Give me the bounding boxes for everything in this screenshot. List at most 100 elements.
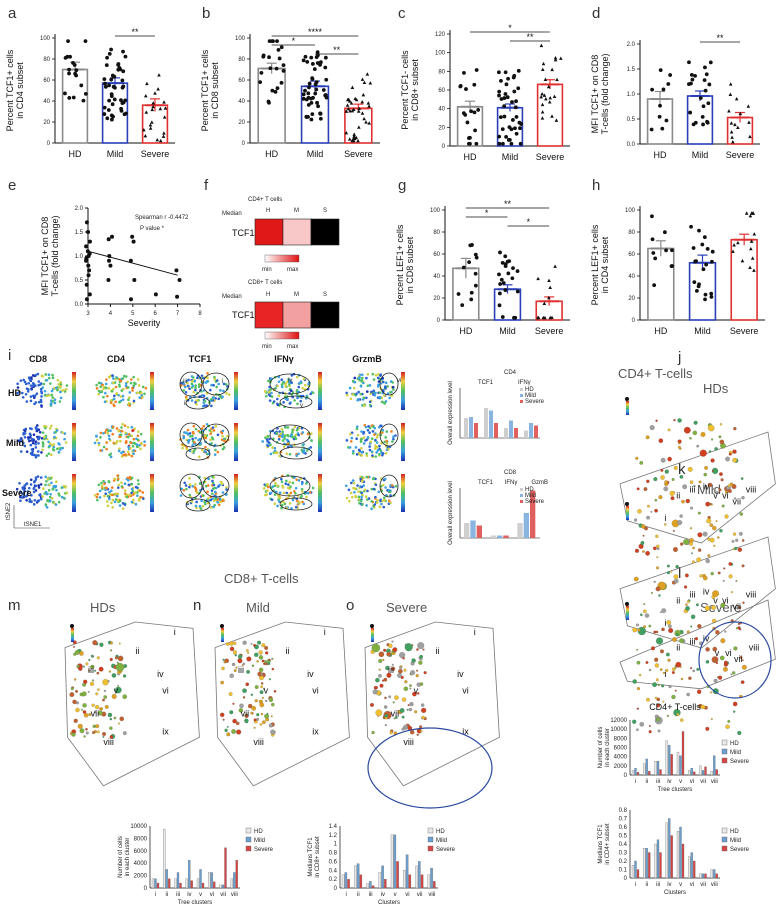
tsne-cell (64, 441, 68, 444)
d-point (708, 60, 713, 65)
tsne-cell (130, 482, 134, 486)
chart-lb-bar-HD-vii (699, 873, 702, 879)
tsne-cell (271, 446, 274, 449)
chart-ob-legend-swatch (427, 836, 434, 843)
tsne-cell (378, 391, 382, 394)
b-ytick-label: 0 (242, 141, 246, 147)
tsne-cell (389, 501, 392, 504)
n-tree-node (273, 690, 277, 693)
m-tree-node (90, 664, 95, 669)
tsne-cell (21, 395, 25, 399)
tsne-cell (96, 492, 99, 496)
panel-k-label: k (678, 461, 686, 478)
o-tree-node (402, 657, 405, 660)
tsne-cell (59, 380, 62, 384)
tsne-cell (284, 384, 288, 388)
k-tree-node (704, 605, 711, 611)
b-point (356, 109, 361, 113)
o-tree-node (401, 727, 405, 731)
tsne-cell (290, 433, 294, 437)
g-point (498, 282, 503, 286)
c-point (540, 102, 545, 107)
tsne-cell (211, 492, 214, 496)
a-point (107, 51, 112, 56)
tsne-row-mild: Mild (6, 438, 24, 448)
tsne-cell (136, 479, 140, 482)
f-median-2: Median (222, 294, 242, 300)
tsne-cell (300, 490, 304, 493)
tsne-cell (51, 488, 55, 491)
d-point (738, 111, 743, 116)
m-tree-node (102, 698, 105, 702)
tsne-cell (361, 502, 364, 506)
tsne-cell (135, 437, 138, 441)
tsne-cell (221, 435, 224, 438)
f-min-1: min (262, 267, 272, 273)
k-tree-node (691, 552, 693, 555)
tsne-cell (297, 452, 300, 456)
c-point (511, 118, 515, 122)
tsne-cell (132, 493, 135, 496)
c-point (555, 77, 559, 82)
n-tree-hull (214, 621, 350, 787)
tsne-cell (42, 382, 46, 386)
c-point (539, 95, 543, 99)
chart-ob-bar-HD-i (341, 874, 345, 889)
m-tree-node (122, 674, 127, 678)
n-tree-node (258, 667, 264, 673)
tsne-cell (111, 381, 115, 385)
a-point (109, 94, 114, 99)
e-point (175, 294, 180, 299)
b-point (312, 67, 317, 72)
chart-jb-bar-HD-i (631, 770, 635, 776)
tsne-cell (50, 453, 53, 457)
a-point (71, 95, 76, 100)
mini-cd4-legend-swatch (520, 388, 523, 391)
k-tree-node (642, 550, 645, 553)
l-tree-node (740, 680, 745, 684)
tsne-cell (53, 401, 57, 405)
tsne-cell (26, 490, 30, 493)
tsne-cell (109, 493, 112, 497)
n-tree-node (237, 658, 243, 664)
tsne-cell (31, 374, 35, 377)
tsne-cell (226, 434, 229, 438)
o-tree-node (399, 666, 403, 670)
tsne-cell (305, 495, 308, 499)
mini-cd4-bar (489, 410, 493, 438)
chart-lb-bar-HD-v (676, 831, 680, 879)
tsne-cell (365, 452, 368, 455)
f-col-h-1: H (266, 208, 270, 214)
tsne-cell (105, 441, 108, 444)
tsne-cell (188, 477, 191, 480)
a-point (148, 123, 153, 127)
tsne-cell (355, 425, 359, 428)
n-tree-node (220, 712, 225, 718)
b-point (310, 62, 315, 66)
tsne-cell (286, 397, 289, 401)
tsne-cell (284, 382, 288, 385)
tsne-cell (382, 496, 386, 500)
tsne-cell (32, 487, 36, 491)
tsne-cell (33, 498, 37, 502)
chart-jb-xtick: viii (711, 779, 718, 785)
tsne-cell (388, 490, 392, 494)
tsne-cell (136, 434, 140, 438)
tsne-cell (41, 374, 45, 378)
j-tree-node (653, 477, 658, 482)
o-tree-node (401, 715, 405, 719)
tsne-cell (200, 427, 204, 430)
f-col-s-1: S (323, 208, 327, 214)
h-point (662, 230, 667, 235)
tsne-cell (202, 394, 206, 398)
tsne-cell (99, 431, 103, 435)
tsne-cell (131, 389, 134, 392)
ifn-label-iv: iv (288, 378, 292, 384)
tsne-cell (372, 487, 376, 491)
tsne-cell (38, 493, 41, 497)
tsne-cell (118, 435, 121, 439)
g-sig-text: * (485, 208, 489, 218)
tsne-cell (22, 492, 26, 495)
